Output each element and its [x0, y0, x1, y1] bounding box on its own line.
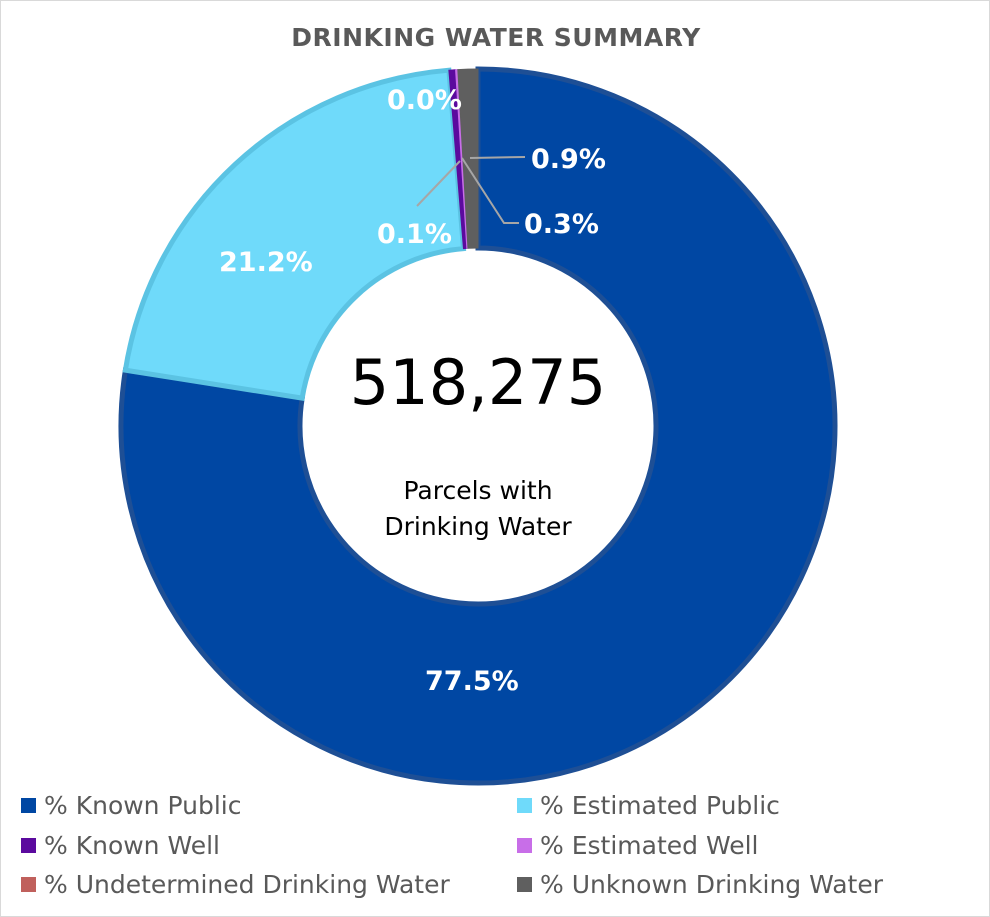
center-caption-line-2: Drinking Water — [384, 512, 572, 541]
legend-item-estimated-well: % Estimated Well — [517, 831, 758, 860]
data-label-unknown: 0.9% — [531, 144, 606, 175]
leader-line-estimated-well — [416, 160, 461, 207]
donut-slice-unknown-drinking-water — [457, 68, 479, 249]
data-label-known-well: 0.3% — [524, 209, 599, 240]
legend-swatch — [21, 877, 36, 892]
legend-item-estimated-public: % Estimated Public — [517, 791, 780, 820]
legend-item-known-public: % Known Public — [21, 791, 241, 820]
data-label-undetermined: 0.0% — [387, 85, 462, 116]
legend-item-known-well: % Known Well — [21, 831, 220, 860]
legend-swatch — [517, 798, 532, 813]
center-caption-line-1: Parcels with — [403, 476, 553, 505]
legend-swatch — [21, 798, 36, 813]
leader-line-unknown — [469, 156, 526, 159]
donut-slice-estimated-public — [122, 67, 467, 402]
legend-swatch — [517, 877, 532, 892]
chart-title: DRINKING WATER SUMMARY — [291, 23, 701, 52]
leader-line-known-well — [461, 157, 519, 224]
center-value: 518,275 — [349, 346, 607, 419]
legend-swatch — [21, 838, 36, 853]
legend-item-unknown: % Unknown Drinking Water — [517, 870, 883, 899]
center-caption: Parcels with Drinking Water — [318, 473, 638, 545]
data-label-known-public: 77.5% — [425, 666, 519, 697]
data-label-estimated-well: 0.1% — [377, 219, 452, 250]
donut-slice-known-public — [118, 66, 838, 786]
legend-item-undetermined: % Undetermined Drinking Water — [21, 870, 450, 899]
legend-swatch — [517, 838, 532, 853]
data-label-estimated-public: 21.2% — [219, 247, 313, 278]
